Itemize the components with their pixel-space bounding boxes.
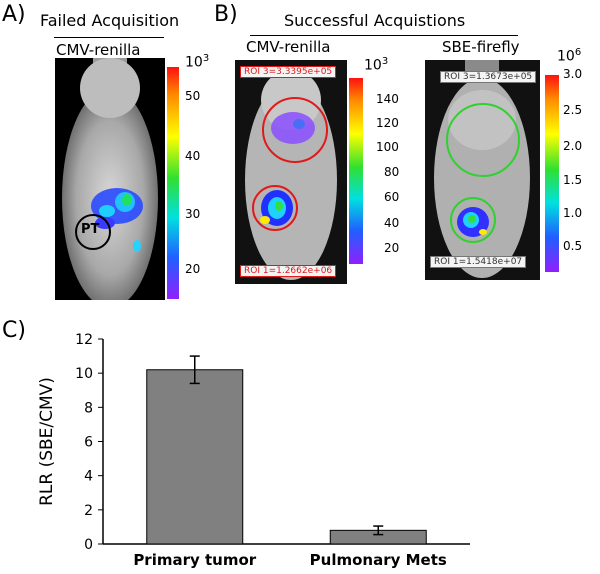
panel-b-left-tick: 60 bbox=[384, 190, 400, 204]
panel-a-label: A) bbox=[2, 2, 26, 27]
panel-a-scale-exponent: 103 bbox=[185, 53, 209, 71]
signal-lower bbox=[260, 190, 293, 226]
panel-b-right-tick: 2.5 bbox=[563, 103, 583, 117]
panel-a-mouse-image bbox=[55, 58, 165, 300]
panel-b-right-tick: 2.0 bbox=[563, 139, 583, 153]
panel-b-left-tick: 140 bbox=[376, 92, 399, 106]
panel-a-tick: 50 bbox=[185, 89, 201, 103]
panel-b-left-tick: 120 bbox=[376, 116, 399, 130]
panel-b-left-title: CMV-renilla bbox=[246, 38, 331, 56]
panel-b-right-mouse-image bbox=[425, 60, 540, 280]
panel-b-right-tick: 1.5 bbox=[563, 173, 583, 187]
pt-marker-label: PT bbox=[81, 222, 100, 237]
y-tick-label: 12 bbox=[75, 332, 93, 348]
panel-a-tick: 30 bbox=[185, 207, 201, 221]
panel-b-right-tick: 1.0 bbox=[563, 206, 583, 220]
y-tick-label: 6 bbox=[84, 435, 93, 451]
panel-b-left-roi-top: ROI 3=3.3395e+05 bbox=[240, 66, 337, 78]
panel-b-divider bbox=[250, 35, 518, 36]
panel-b-left-mouse-image bbox=[235, 60, 347, 284]
panel-b-title: Successful Acquistions bbox=[284, 11, 466, 30]
panel-a-tick: 40 bbox=[185, 149, 201, 163]
panel-c-label: C) bbox=[2, 318, 26, 343]
y-axis-label: RLR (SBE/CMV) bbox=[37, 377, 57, 506]
bar-chart: 0 2 4 6 8 10 12 RLR (SBE/CMV) Primary tumor Pulmo… bbox=[37, 332, 470, 569]
panel-b-right-colorbar bbox=[545, 75, 559, 272]
panel-b-right-title: SBE-firefly bbox=[442, 38, 520, 56]
pt-marker-circle bbox=[75, 214, 111, 250]
scale-base: 10 bbox=[185, 54, 203, 71]
panel-a-tick: 20 bbox=[185, 262, 201, 276]
panel-a-title: Failed Acquisition bbox=[40, 11, 180, 30]
y-tick-label: 2 bbox=[84, 503, 93, 519]
y-tick-label: 10 bbox=[75, 366, 93, 382]
panel-b-left-tick: 80 bbox=[384, 165, 400, 179]
panel-b-right-roi-top: ROI 3=1.3673e+05 bbox=[440, 71, 537, 83]
panel-b-left-roi-bottom: ROI 1=1.2662e+06 bbox=[240, 265, 337, 277]
panel-b-right-roi-bottom: ROI 1=1.5418e+07 bbox=[430, 256, 527, 268]
panel-b-right-scale-exponent: 106 bbox=[557, 47, 581, 65]
scale-exponent: 3 bbox=[202, 53, 210, 64]
panel-a-subtitle: CMV-renilla bbox=[56, 41, 141, 59]
scale-base: 10 bbox=[557, 48, 575, 65]
x-category-label: Primary tumor bbox=[133, 551, 256, 569]
scale-exponent: 3 bbox=[381, 56, 389, 67]
scale-base: 10 bbox=[364, 57, 382, 74]
x-category-label: Pulmonary Mets bbox=[310, 551, 447, 569]
scale-exponent: 6 bbox=[574, 47, 582, 58]
panel-b-left-scale-exponent: 103 bbox=[364, 56, 388, 74]
y-tick-label: 0 bbox=[84, 537, 93, 553]
y-tick-label: 4 bbox=[84, 469, 93, 485]
panel-b-left-tick: 20 bbox=[384, 241, 400, 255]
signal-upper bbox=[271, 112, 315, 144]
bar bbox=[146, 369, 244, 545]
panel-b-left-tick: 100 bbox=[376, 140, 399, 154]
panel-b-label: B) bbox=[214, 2, 238, 27]
panel-b-right-tick: 3.0 bbox=[563, 67, 583, 81]
panel-a-colorbar bbox=[167, 67, 179, 299]
panel-b-left-colorbar bbox=[349, 78, 363, 264]
y-tick-label: 8 bbox=[84, 400, 93, 416]
signal-lower bbox=[457, 207, 489, 237]
panel-b-right-tick: 0.5 bbox=[563, 239, 583, 253]
panel-b-left-tick: 40 bbox=[384, 216, 400, 230]
panel-a-divider bbox=[54, 37, 164, 38]
